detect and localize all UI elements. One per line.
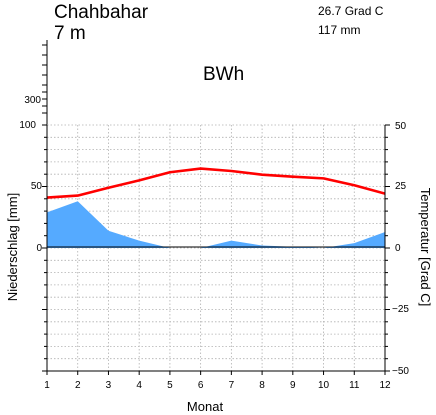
x-tick-label: 11: [349, 380, 360, 391]
right-tick-label-0: 0: [395, 243, 401, 254]
x-tick-label: 9: [290, 380, 296, 391]
mean-temperature: 26.7 Grad C: [318, 4, 384, 18]
right-tick-label-minus-50: −50: [392, 366, 409, 377]
climate-class: BWh: [203, 64, 244, 85]
x-axis-ticks: [46, 371, 386, 375]
extended-tick-label-300: 300: [24, 95, 41, 106]
left-axis-ticks: [42, 124, 47, 372]
x-axis-tick-labels: 1 2 3 4 5 6 7 8 9 10 11 12: [44, 380, 391, 391]
x-tick-label: 5: [167, 380, 173, 391]
right-axis-title: Temperatur [Grad C]: [418, 188, 433, 307]
left-tick-label-0: 0: [36, 243, 42, 254]
right-tick-label-25: 25: [395, 181, 407, 192]
x-tick-label: 4: [136, 380, 142, 391]
right-axis-ticks: [385, 124, 390, 372]
x-tick-label: 6: [198, 380, 204, 391]
station-elevation: 7 m: [54, 23, 86, 44]
right-tick-label-minus-25: −25: [392, 304, 409, 315]
x-axis-title: Monat: [187, 399, 224, 414]
x-tick-label: 8: [259, 380, 265, 391]
x-tick-label: 12: [379, 380, 391, 391]
x-tick-label: 2: [75, 380, 81, 391]
x-tick-label: 10: [318, 380, 330, 391]
right-tick-label-50: 50: [395, 121, 407, 132]
x-tick-label: 3: [106, 380, 112, 391]
x-tick-label: 1: [44, 380, 50, 391]
precipitation-area: [47, 201, 385, 248]
left-axis-title: Niederschlag [mm]: [5, 193, 20, 301]
station-name: Chahbahar: [54, 2, 149, 23]
annual-precipitation: 117 mm: [318, 23, 360, 37]
extended-tick-label-100: 100: [19, 120, 36, 131]
left-tick-label-50: 50: [31, 181, 43, 192]
temperature-line: [46, 167, 386, 199]
x-tick-label: 7: [229, 380, 235, 391]
extended-precip-ticks: [42, 44, 47, 114]
